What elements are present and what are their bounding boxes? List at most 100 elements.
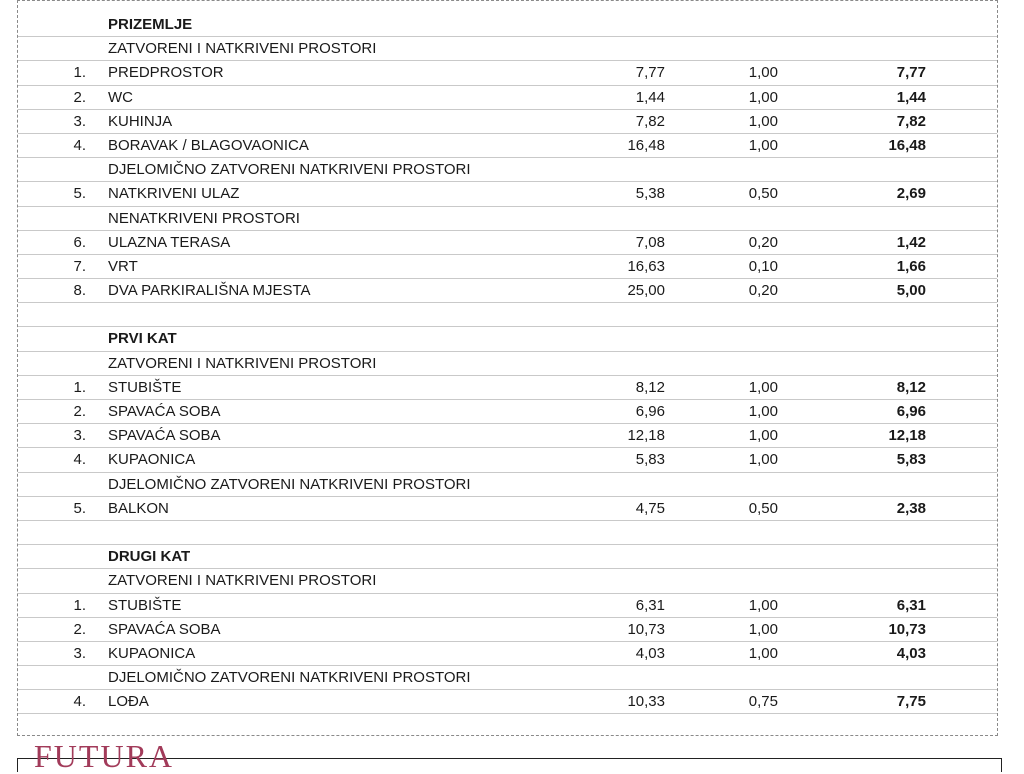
group-heading-row: DJELOMIČNO ZATVORENI NATKRIVENI PROSTORI xyxy=(18,473,997,497)
total-value: 12,18 xyxy=(888,427,926,445)
room-name: ULAZNA TERASA xyxy=(108,233,231,251)
group-heading: NENATKRIVENI PROSTORI xyxy=(108,209,300,227)
coefficient-value: 0,20 xyxy=(748,282,778,300)
coefficient-value: 1,00 xyxy=(748,378,778,396)
total-value: 2,38 xyxy=(896,499,926,517)
room-name: DVA PARKIRALIŠNA MJESTA xyxy=(108,282,311,300)
area-value: 5,38 xyxy=(635,185,665,203)
total-value: 10,73 xyxy=(888,620,926,638)
coefficient-value: 1,00 xyxy=(748,644,778,662)
room-name: VRT xyxy=(108,257,138,275)
company-logo: FUTURA xyxy=(34,738,175,774)
coefficient-value: 0,20 xyxy=(748,233,778,251)
total-value: 7,77 xyxy=(896,64,926,82)
area-value: 7,08 xyxy=(635,233,665,251)
room-name: STUBIŠTE xyxy=(108,378,182,396)
room-name: NATKRIVENI ULAZ xyxy=(108,185,240,203)
row-number: 5. xyxy=(73,185,86,203)
table-row: 2. SPAVAĆA SOBA 10,73 1,00 10,73 xyxy=(18,618,997,642)
coefficient-value: 1,00 xyxy=(748,427,778,445)
table-row: 3. SPAVAĆA SOBA 12,18 1,00 12,18 xyxy=(18,424,997,449)
total-value: 1,66 xyxy=(896,257,926,275)
room-name: SPAVAĆA SOBA xyxy=(108,403,221,420)
area-table-sheet: PRIZEMLJE ZATVORENI I NATKRIVENI PROSTORI… xyxy=(17,0,998,736)
area-value: 25,00 xyxy=(627,282,665,300)
section-heading-row: PRVI KAT xyxy=(18,327,997,352)
footer: FUTURA xyxy=(17,740,1006,772)
area-table: PRIZEMLJE ZATVORENI I NATKRIVENI PROSTORI… xyxy=(18,13,997,715)
coefficient-value: 1,00 xyxy=(748,451,778,469)
row-number: 4. xyxy=(73,136,86,154)
room-name: LOĐA xyxy=(108,693,149,711)
area-value: 6,96 xyxy=(635,403,665,420)
area-value: 12,18 xyxy=(627,427,665,445)
coefficient-value: 0,10 xyxy=(748,257,778,275)
row-number: 3. xyxy=(73,644,86,662)
section-heading: DRUGI KAT xyxy=(108,548,191,566)
table-row: 1. STUBIŠTE 8,12 1,00 8,12 xyxy=(18,376,997,400)
group-heading: ZATVORENI I NATKRIVENI PROSTORI xyxy=(108,354,377,372)
group-heading: ZATVORENI I NATKRIVENI PROSTORI xyxy=(108,572,377,590)
row-number: 3. xyxy=(73,112,86,130)
room-name: KUPAONICA xyxy=(108,644,196,662)
coefficient-value: 1,00 xyxy=(748,403,778,420)
coefficient-value: 1,00 xyxy=(748,88,778,106)
total-value: 6,31 xyxy=(896,596,926,614)
group-heading-row: ZATVORENI I NATKRIVENI PROSTORI xyxy=(18,352,997,376)
area-value: 7,77 xyxy=(635,64,665,82)
row-number: 6. xyxy=(73,233,86,251)
room-name: WC xyxy=(108,88,133,106)
coefficient-value: 1,00 xyxy=(748,620,778,638)
blank-row xyxy=(18,521,997,546)
row-number: 3. xyxy=(73,427,86,445)
row-number: 2. xyxy=(73,403,86,420)
total-value: 1,44 xyxy=(896,88,926,106)
table-row: 3. KUPAONICA 4,03 1,00 4,03 xyxy=(18,642,997,667)
coefficient-value: 0,50 xyxy=(748,499,778,517)
room-name: KUHINJA xyxy=(108,112,173,130)
coefficient-value: 1,00 xyxy=(748,136,778,154)
table-row: 2. WC 1,44 1,00 1,44 xyxy=(18,86,997,110)
area-value: 16,48 xyxy=(627,136,665,154)
row-number: 4. xyxy=(73,451,86,469)
area-value: 16,63 xyxy=(627,257,665,275)
area-value: 4,03 xyxy=(635,644,665,662)
table-row: 3. KUHINJA 7,82 1,00 7,82 xyxy=(18,110,997,134)
group-heading-row: DJELOMIČNO ZATVORENI NATKRIVENI PROSTORI xyxy=(18,666,997,691)
area-value: 6,31 xyxy=(635,596,665,614)
table-row: 8. DVA PARKIRALIŠNA MJESTA 25,00 0,20 5,00 xyxy=(18,279,997,304)
table-row: 7. VRT 16,63 0,10 1,66 xyxy=(18,255,997,280)
table-row: 5. NATKRIVENI ULAZ 5,38 0,50 2,69 xyxy=(18,182,997,207)
section-heading: PRIZEMLJE xyxy=(108,16,193,33)
room-name: PREDPROSTOR xyxy=(108,64,224,82)
row-number: 7. xyxy=(73,257,86,275)
area-value: 1,44 xyxy=(635,88,665,106)
row-number: 2. xyxy=(73,620,86,638)
section-heading-row: PRIZEMLJE xyxy=(18,13,997,38)
total-value: 4,03 xyxy=(896,644,926,662)
row-number: 1. xyxy=(73,378,86,396)
group-heading: DJELOMIČNO ZATVORENI NATKRIVENI PROSTORI xyxy=(108,669,471,687)
table-row: 6. ULAZNA TERASA 7,08 0,20 1,42 xyxy=(18,231,997,255)
room-name: SPAVAĆA SOBA xyxy=(108,427,221,445)
row-number: 1. xyxy=(73,64,86,82)
total-value: 6,96 xyxy=(896,403,926,420)
coefficient-value: 1,00 xyxy=(748,596,778,614)
room-name: SPAVAĆA SOBA xyxy=(108,620,221,638)
area-value: 5,83 xyxy=(635,451,665,469)
total-value: 5,83 xyxy=(896,451,926,469)
group-heading: ZATVORENI I NATKRIVENI PROSTORI xyxy=(108,40,377,58)
room-name: STUBIŠTE xyxy=(108,596,182,614)
total-value: 8,12 xyxy=(896,378,926,396)
coefficient-value: 1,00 xyxy=(748,112,778,130)
table-row: 1. STUBIŠTE 6,31 1,00 6,31 xyxy=(18,594,997,618)
table-row: 2. SPAVAĆA SOBA 6,96 1,00 6,96 xyxy=(18,400,997,425)
table-row: 5. BALKON 4,75 0,50 2,38 xyxy=(18,497,997,521)
coefficient-value: 1,00 xyxy=(748,64,778,82)
row-number: 2. xyxy=(73,88,86,106)
row-number: 5. xyxy=(73,499,86,517)
area-value: 10,73 xyxy=(627,620,665,638)
section-heading: PRVI KAT xyxy=(108,330,177,348)
total-value: 7,82 xyxy=(896,112,926,130)
group-heading-row: NENATKRIVENI PROSTORI xyxy=(18,207,997,231)
